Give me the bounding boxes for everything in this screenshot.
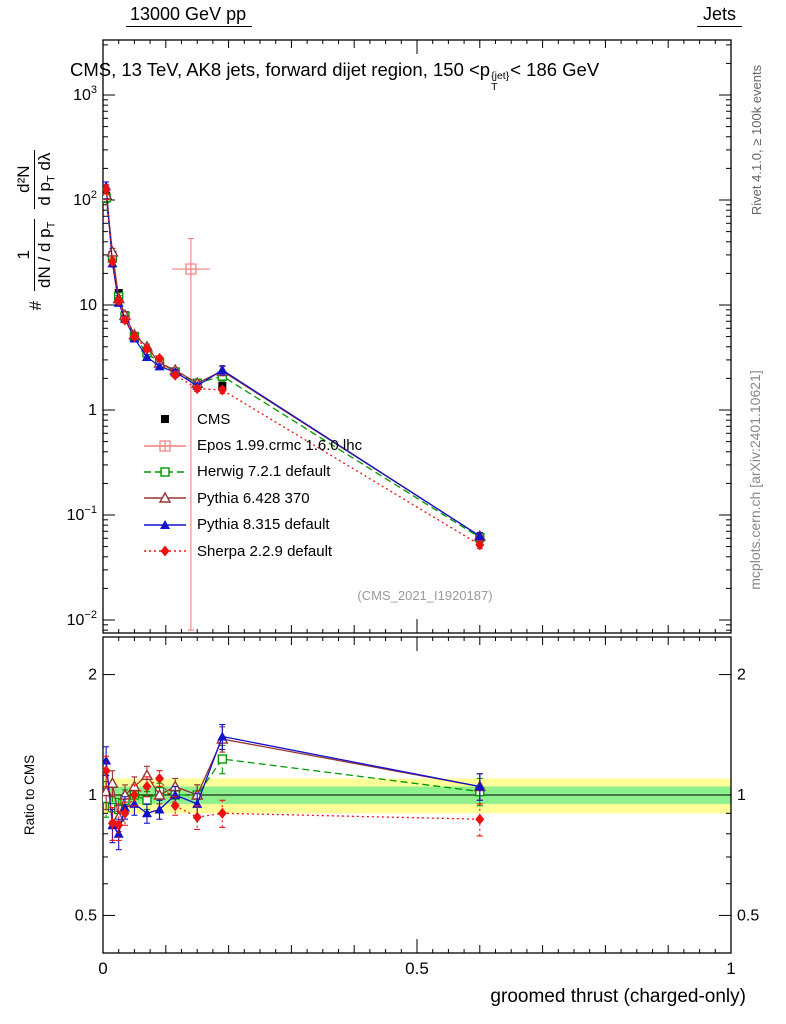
svg-text:1: 1 [88,787,97,804]
legend-label: Sherpa 2.2.9 default [197,542,333,560]
beam-energy-label: 13000 GeV pp [126,4,253,27]
frac2-den-text-b: dλ [34,152,54,176]
legend-item-herwig-7-2-1-default: Herwig 7.2.1 default [142,459,362,485]
svg-text:0.5: 0.5 [405,959,429,978]
plot-title: CMS, 13 TeV, AK8 jets, forward dijet reg… [70,59,599,93]
frac2-den-text: d p [34,182,54,206]
analysis-group-label: Jets [696,4,742,27]
legend-label: Pythia 6.428 370 [197,489,310,507]
legend-item-cms: CMS [142,406,362,432]
mcplots-reference-label: mcplots.cern.ch [arXiv:2401.10621] [747,370,763,590]
legend-item-epos-1-99-crmc-1-6-0-lhc: Epos 1.99.crmc 1.6.0 lhc [142,432,362,458]
svg-text:0.5: 0.5 [75,907,97,924]
legend-item-sherpa-2-2-9-default: Sherpa 2.2.9 default [142,538,362,564]
legend-item-pythia-6-428-370: Pythia 6.428 370 [142,485,362,511]
plot-title-suffix: < 186 GeV [510,59,600,80]
axes [102,39,732,954]
legend-marker-herwig-7-2-1-default [144,467,186,477]
svg-text:1: 1 [88,402,97,419]
svg-text:10−1: 10−1 [67,504,97,524]
legend-label: CMS [197,410,231,428]
legend: CMS Epos 1.99.crmc 1.6.0 lhc Herwig 7.2.1 … [142,406,362,564]
legend-item-pythia-8-315-default: Pythia 8.315 default [142,512,362,538]
svg-text:1: 1 [737,787,746,804]
frac2-den-sub: T [45,175,58,183]
svg-text:10−2: 10−2 [67,609,97,629]
legend-marker-pythia-6-428-370 [144,491,186,504]
analysis-id-watermark: (CMS_2021_I1920187) [357,588,493,603]
main-series [103,181,486,631]
svg-text:2: 2 [88,667,97,684]
svg-text:0: 0 [98,959,107,978]
series-sherpa-2-2-9-default [103,183,485,551]
y-axis-label-main: # 1 dN / d pT d²N d pT dλ [2,50,70,410]
legend-label: Pythia 8.315 default [197,516,330,534]
frac1-den-sub: T [45,221,58,229]
svg-text:1: 1 [726,959,735,978]
legend-marker-pythia-8-315-default [144,519,186,529]
svg-text:0.5: 0.5 [737,907,759,924]
pt-superscript: {jet} [491,70,510,82]
pt-subscript: T [491,81,498,94]
legend-marker-epos-1-99-crmc-1-6-0-lhc [144,439,186,452]
rivet-version-label: Rivet 4.1.0, ≥ 100k events [749,64,764,216]
legend-marker-cms [161,415,169,424]
svg-text:2: 2 [737,667,746,684]
series-epos-1-99-crmc-1-6-0-lhc [172,237,210,631]
fraction-two-numerator: d²N [14,165,34,193]
y-axis-label-ratio: Ratio to CMS [22,754,37,836]
fraction-one: 1 dN / d pT [14,218,58,291]
plot-title-prefix: CMS, 13 TeV, AK8 jets, forward dijet reg… [70,59,491,80]
fraction-one-numerator: 1 [14,250,34,260]
pt-supsub: {jet} T [491,70,510,94]
legend-marker-sherpa-2-2-9-default [144,545,186,557]
ratio-series [103,724,486,851]
ratio-pythia-8-315-default [103,724,485,851]
legend-label: Epos 1.99.crmc 1.6.0 lhc [197,437,363,455]
svg-text:10: 10 [79,297,97,314]
hash-symbol: # [26,300,45,311]
ratio-sherpa-2-2-9-default [103,755,485,841]
fraction-two: d²N d pT dλ [14,149,58,209]
legend-label: Herwig 7.2.1 default [197,463,331,481]
fraction-one-denominator: dN / d pT [33,218,58,291]
svg-text:102: 102 [73,189,97,209]
frac1-den-text: dN / d p [34,228,54,288]
x-axis-label: groomed thrust (charged-only) [490,986,746,1007]
fraction-two-denominator: d pT dλ [33,149,58,209]
